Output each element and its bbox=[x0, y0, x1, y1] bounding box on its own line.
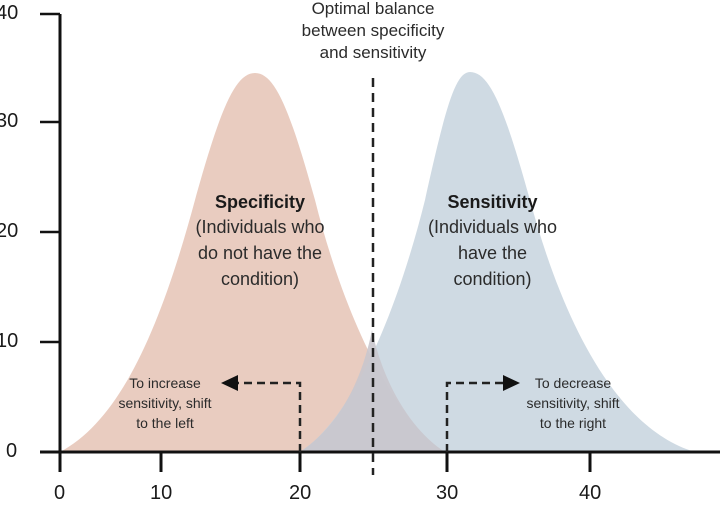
specificity-line: condition) bbox=[220, 269, 300, 289]
title-line: between specificity bbox=[301, 21, 445, 40]
x-tick-label: 30 bbox=[436, 482, 459, 504]
specificity-curve bbox=[60, 73, 445, 452]
x-tick-label: 40 bbox=[579, 482, 602, 504]
shift-left-path bbox=[235, 381, 302, 452]
shift-left-note: To increase sensitivity, shift to the le… bbox=[100, 373, 230, 433]
arrow-left-icon bbox=[221, 375, 238, 391]
chart-title: Optimal balance between specificity and … bbox=[262, 0, 484, 64]
note-line: to the left bbox=[136, 415, 194, 431]
sensitivity-label: Sensitivity (Individuals who have the co… bbox=[400, 190, 585, 292]
note-line: sensitivity, shift bbox=[118, 395, 212, 411]
title-line: and sensitivity bbox=[319, 43, 427, 62]
sensitivity-line: (Individuals who bbox=[427, 217, 558, 237]
specificity-label: Specificity (Individuals who do not have… bbox=[165, 190, 355, 292]
title-line: Optimal balance bbox=[311, 0, 435, 18]
overlap-region bbox=[300, 330, 445, 452]
sensitivity-title: Sensitivity bbox=[447, 192, 538, 212]
x-tick-label: 10 bbox=[150, 482, 173, 504]
note-line: to the right bbox=[539, 415, 607, 431]
specificity-line: do not have the bbox=[197, 243, 323, 263]
note-line: To increase bbox=[129, 375, 201, 391]
specificity-title: Specificity bbox=[214, 192, 306, 212]
arrow-right-icon bbox=[503, 375, 520, 391]
sensitivity-line: have the bbox=[457, 243, 528, 263]
y-tick-label: 30 bbox=[0, 110, 19, 132]
sensitivity-curve bbox=[300, 72, 695, 452]
y-tick-label: 20 bbox=[0, 220, 19, 242]
y-tick-label: 0 bbox=[6, 440, 18, 462]
note-line: sensitivity, shift bbox=[526, 395, 620, 411]
specificity-line: (Individuals who bbox=[195, 217, 325, 237]
x-tick-label: 20 bbox=[289, 482, 312, 504]
shift-right-path bbox=[445, 381, 506, 452]
note-line: To decrease bbox=[534, 375, 612, 391]
x-tick-label: 0 bbox=[54, 482, 66, 504]
shift-right-note: To decrease sensitivity, shift to the ri… bbox=[508, 373, 638, 433]
sensitivity-line: condition) bbox=[453, 269, 532, 289]
y-tick-label: 10 bbox=[0, 330, 19, 352]
y-tick-label: 40 bbox=[0, 2, 19, 24]
